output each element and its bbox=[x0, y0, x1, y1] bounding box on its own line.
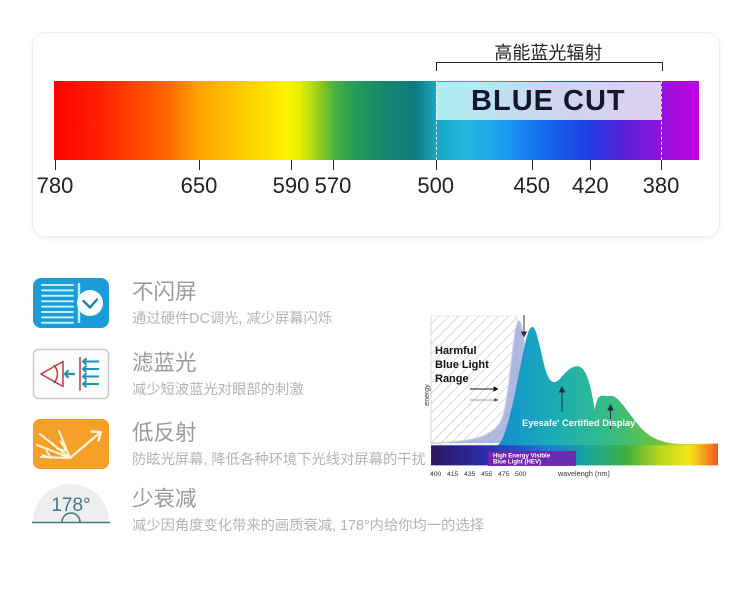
svg-text:475: 475 bbox=[498, 471, 510, 478]
svg-text:energy: energy bbox=[424, 384, 431, 406]
svg-text:500: 500 bbox=[515, 471, 527, 478]
svg-text:Blue Light (HEV): Blue Light (HEV) bbox=[493, 459, 541, 466]
svg-text:wavelengh (nm): wavelengh (nm) bbox=[557, 469, 610, 478]
svg-text:435: 435 bbox=[464, 471, 476, 478]
svg-text:Blue Light: Blue Light bbox=[435, 359, 489, 371]
svg-text:455: 455 bbox=[481, 471, 493, 478]
svg-text:Eyesafe' Certified Display: Eyesafe' Certified Display bbox=[522, 418, 636, 428]
svg-text:400: 400 bbox=[430, 471, 442, 478]
svg-text:415: 415 bbox=[447, 471, 459, 478]
svg-text:Harmful: Harmful bbox=[435, 345, 477, 357]
svg-text:Range: Range bbox=[435, 373, 469, 385]
